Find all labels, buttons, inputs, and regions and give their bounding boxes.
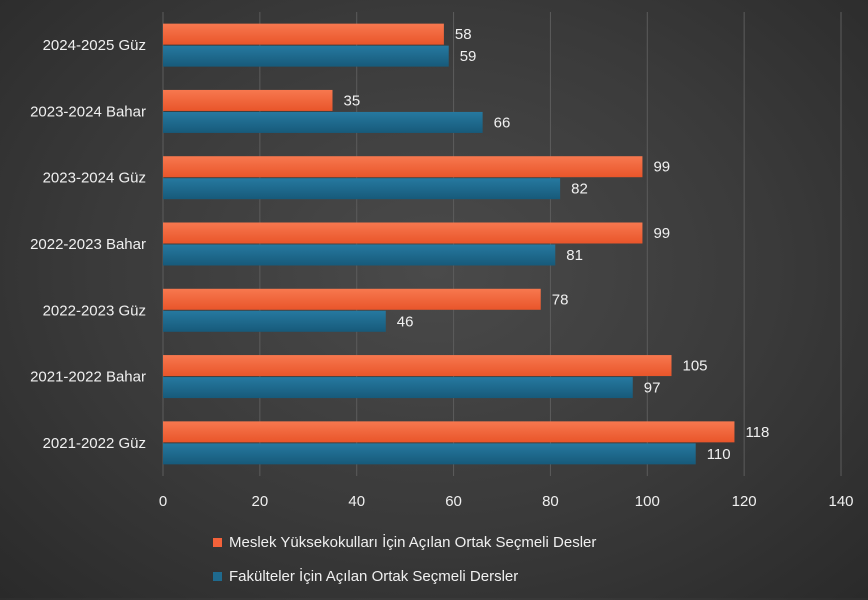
bar-fakulte (163, 178, 561, 200)
x-tick-label: 20 (252, 493, 269, 510)
category-label: 2024-2025 Güz (43, 37, 146, 54)
category-label: 2023-2024 Güz (43, 170, 146, 187)
category-label: 2021-2022 Güz (43, 435, 146, 452)
legend-item-fakulte: Fakülteler İçin Açılan Ortak Seçmeli Der… (213, 566, 596, 586)
bar-meslek (163, 23, 444, 45)
data-label: 58 (455, 26, 472, 43)
legend-label-meslek: Meslek Yüksekokulları İçin Açılan Ortak … (229, 533, 597, 551)
data-label: 97 (644, 380, 661, 397)
x-tick-label: 140 (828, 493, 853, 510)
data-label: 59 (460, 48, 477, 65)
legend-item-meslek: Meslek Yüksekokulları İçin Açılan Ortak … (213, 532, 596, 552)
x-tick-label: 40 (348, 493, 365, 510)
data-label: 81 (566, 247, 583, 264)
bar-meslek (163, 355, 672, 377)
x-tick-label: 100 (635, 493, 660, 510)
x-tick-label: 120 (732, 493, 757, 510)
data-label: 110 (707, 446, 731, 463)
x-axis-tick-labels: 0 20 40 60 80 100 120 140 (159, 493, 854, 510)
x-tick-label: 80 (542, 493, 559, 510)
bar-fakulte (163, 244, 556, 266)
legend-swatch-fakulte (213, 571, 222, 581)
data-label: 105 (683, 358, 708, 375)
bar-meslek (163, 156, 643, 178)
bar-fakulte (163, 310, 386, 332)
category-label: 2022-2023 Bahar (30, 236, 146, 253)
data-label: 46 (397, 313, 414, 330)
x-tick-label: 60 (445, 493, 462, 510)
gridlines (162, 12, 842, 476)
legend: Meslek Yüksekokulları İçin Açılan Ortak … (213, 532, 596, 600)
bar-meslek (163, 421, 735, 443)
data-label: 99 (653, 225, 670, 242)
bars (163, 23, 735, 465)
data-label: 66 (494, 114, 511, 131)
data-label: 82 (571, 181, 588, 198)
data-label: 118 (745, 424, 769, 441)
bar-meslek (163, 288, 541, 310)
legend-swatch-meslek (213, 537, 222, 547)
bar-fakulte (163, 443, 696, 465)
data-label: 99 (653, 159, 670, 176)
bar-fakulte (163, 45, 449, 67)
data-label: 35 (344, 92, 361, 109)
data-label: 78 (552, 291, 569, 308)
bar-fakulte (163, 377, 633, 399)
category-labels: 2024-2025 Güz 2023-2024 Bahar 2023-2024 Gü… (30, 37, 146, 452)
category-label: 2021-2022 Bahar (30, 369, 146, 386)
x-tick-label: 0 (159, 493, 167, 510)
category-label: 2022-2023 Güz (43, 302, 146, 319)
legend-label-fakulte: Fakülteler İçin Açılan Ortak Seçmeli Der… (229, 567, 519, 585)
data-labels: 58 59 35 66 99 82 99 81 78 46 105 97 118 110 (344, 26, 770, 463)
bar-meslek (163, 222, 643, 244)
category-label: 2023-2024 Bahar (30, 103, 146, 120)
bar-meslek (163, 89, 333, 111)
bar-fakulte (163, 111, 483, 133)
